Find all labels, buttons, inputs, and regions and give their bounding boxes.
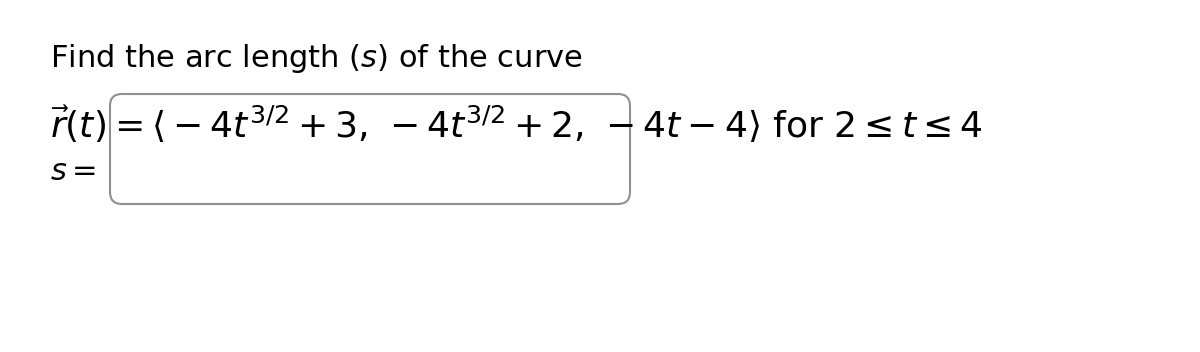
Text: $\vec{r}(t) = \left\langle -4t^{3/2}+3,\,-4t^{3/2}+2,\,-4t-4\right\rangle \text{: $\vec{r}(t) = \left\langle -4t^{3/2}+3,\… <box>50 104 983 145</box>
Text: Find the arc length ($s$) of the curve: Find the arc length ($s$) of the curve <box>50 42 583 75</box>
FancyBboxPatch shape <box>110 94 630 204</box>
Text: $s =$: $s =$ <box>50 157 96 187</box>
